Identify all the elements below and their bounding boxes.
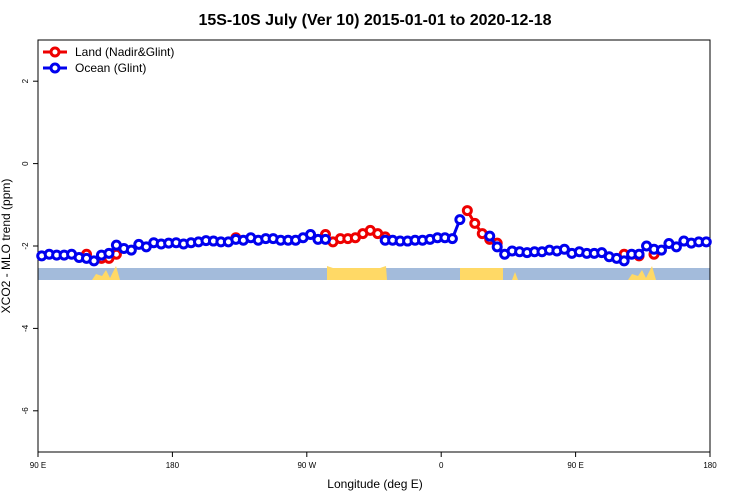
data-point [618,255,630,267]
data-point [655,244,667,256]
legend-label: Land (Nadir&Glint) [75,45,174,59]
x-tick-label: 0 [439,461,444,470]
x-tick-label: 90 E [567,461,583,470]
y-axis-label: XCO2 - MLO trend (ppm) [0,179,13,314]
data-point [670,241,682,253]
chart-title: 15S-10S July (Ver 10) 2015-01-01 to 2020… [198,12,551,29]
land-patch [512,272,518,280]
legend-marker [49,46,61,58]
data-point [633,248,645,260]
data-point [484,230,496,242]
land-patch [92,266,120,280]
data-point [454,214,466,226]
land-mask [38,266,710,280]
x-tick-label: 90 W [297,461,316,470]
data-point [125,244,137,256]
data-point [446,233,458,245]
y-tick-label: 2 [21,78,30,83]
data-point [469,217,481,229]
y-tick-label: -4 [21,324,30,332]
legend-label: Ocean (Glint) [75,61,146,75]
data-point [305,228,317,240]
data-point [319,233,331,245]
y-tick-label: -2 [21,242,30,250]
y-tick-label: 0 [21,161,30,166]
land-patch [460,268,503,280]
data-point [103,247,115,259]
land-patch [628,266,656,280]
data-point [700,236,712,248]
x-axis-label: Longitude (deg E) [327,477,422,491]
x-tick-label: 180 [166,461,180,470]
data-point [88,255,100,267]
data-point [491,241,503,253]
legend-marker [49,62,61,74]
data-point [461,205,473,217]
x-tick-label: 180 [703,461,717,470]
y-tick-label: -6 [21,407,30,415]
x-tick-label: 90 E [30,461,46,470]
land-patch [327,266,387,280]
